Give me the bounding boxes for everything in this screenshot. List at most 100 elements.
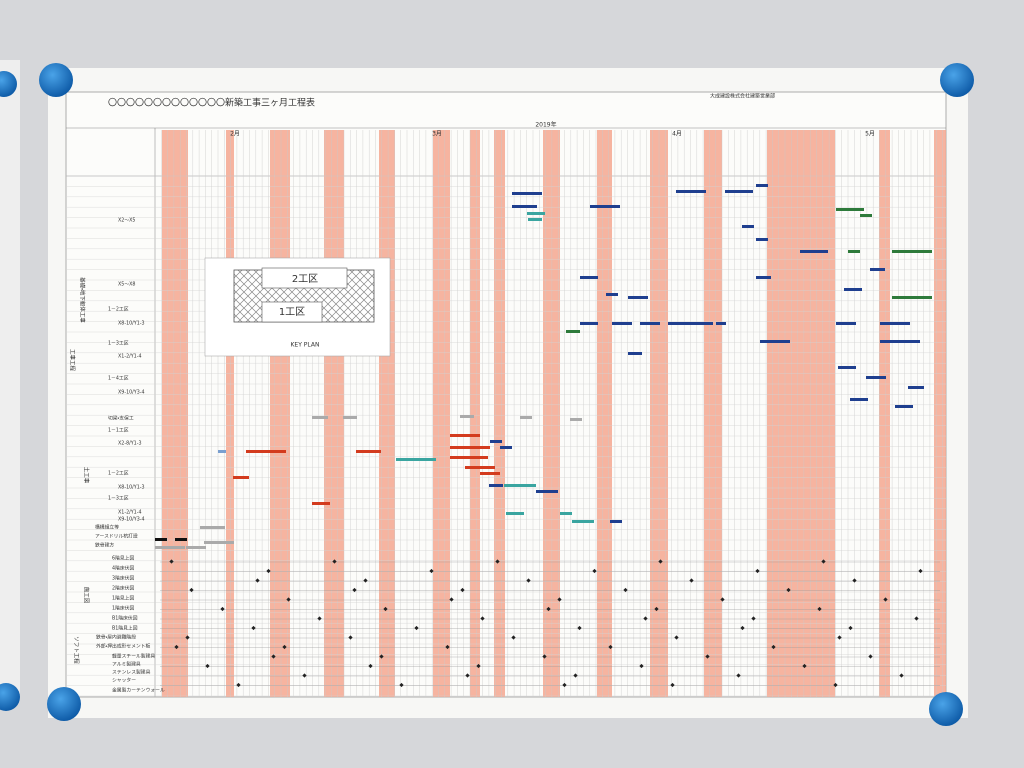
milestone bbox=[465, 673, 470, 678]
milestone bbox=[266, 568, 271, 574]
holiday-stripe bbox=[324, 130, 344, 697]
milestone bbox=[833, 682, 838, 688]
magnet bbox=[0, 683, 20, 711]
schedule-bar bbox=[396, 458, 436, 461]
schedule-bar bbox=[580, 322, 598, 325]
milestone bbox=[317, 616, 322, 621]
magnet bbox=[0, 71, 17, 97]
holiday-stripe bbox=[543, 130, 560, 697]
row-label: 1－4工区 bbox=[108, 376, 129, 382]
milestone bbox=[674, 635, 679, 640]
schedule-bar bbox=[880, 340, 920, 343]
schedule-bar bbox=[756, 276, 771, 279]
row-label: 1－3工区 bbox=[108, 496, 129, 502]
section-label: 土工事 bbox=[83, 467, 91, 484]
schedule-bar bbox=[465, 466, 495, 469]
gantt-bars bbox=[155, 184, 940, 688]
milestone bbox=[639, 663, 644, 669]
row-label: 2階床伏図 bbox=[112, 585, 134, 592]
schedule-bar bbox=[880, 322, 910, 325]
row-label: X2-8/Y1-3 bbox=[118, 441, 142, 447]
zone-label: 1工区 bbox=[279, 307, 305, 318]
milestone bbox=[592, 568, 597, 574]
milestone bbox=[689, 578, 694, 583]
row-label: X8-10/Y1-3 bbox=[118, 485, 145, 491]
schedule-bar bbox=[908, 386, 924, 389]
holiday-stripe bbox=[270, 130, 290, 697]
schedule-bar bbox=[186, 546, 206, 549]
schedule-bar bbox=[892, 296, 932, 299]
milestone bbox=[918, 568, 923, 574]
schedule-bar bbox=[512, 192, 542, 195]
schedule-bar bbox=[580, 276, 598, 279]
schedule-bar bbox=[676, 190, 706, 193]
holiday-stripe bbox=[470, 130, 480, 697]
milestone bbox=[282, 644, 287, 650]
schedule-bar bbox=[570, 418, 582, 421]
milestone bbox=[868, 654, 873, 659]
milestone bbox=[802, 663, 807, 669]
holiday-stripe bbox=[879, 130, 890, 697]
milestone bbox=[654, 606, 659, 612]
holiday-stripe bbox=[226, 130, 234, 697]
row-label: 1－2工区 bbox=[108, 307, 129, 313]
milestone bbox=[740, 625, 745, 631]
magnet bbox=[39, 63, 73, 97]
schedule-bar bbox=[566, 330, 580, 333]
sheet-title: 〇〇〇〇〇〇〇〇〇〇〇〇〇新築工事三ヶ月工程表 bbox=[108, 97, 315, 109]
milestone bbox=[705, 654, 710, 659]
milestone bbox=[546, 606, 551, 612]
row-label: アースドリル杭打設 bbox=[95, 533, 138, 540]
schedule-bar bbox=[450, 456, 488, 459]
milestone bbox=[755, 568, 760, 574]
schedule-bar bbox=[490, 440, 502, 443]
schedule-bar bbox=[838, 366, 856, 369]
key-plan: 2工区 1工区 KEY PLAN bbox=[204, 257, 391, 357]
row-label: 構構組立等 bbox=[95, 524, 119, 531]
row-label: 6階見上図 bbox=[112, 555, 134, 562]
zone-label: 2工区 bbox=[292, 274, 318, 285]
milestone bbox=[821, 559, 826, 564]
magnet bbox=[940, 63, 974, 97]
milestone bbox=[445, 644, 450, 650]
row-label: 1階見上図 bbox=[112, 595, 134, 602]
schedule-bar bbox=[175, 538, 187, 541]
schedule-bar bbox=[504, 484, 536, 487]
milestone bbox=[449, 597, 454, 602]
schedule-bar bbox=[606, 293, 618, 296]
milestone bbox=[899, 673, 904, 678]
milestone bbox=[495, 559, 500, 564]
schedule-bar bbox=[612, 322, 632, 325]
magnet bbox=[929, 692, 963, 726]
schedule-bar bbox=[850, 398, 868, 401]
holiday-stripe bbox=[704, 130, 722, 697]
company: 大成建設株式会社建築営業部 bbox=[710, 93, 775, 100]
schedule-bar bbox=[450, 434, 480, 437]
row-label: 1－3工区 bbox=[108, 341, 129, 347]
schedule-bar bbox=[155, 538, 167, 541]
schedule-bar bbox=[204, 541, 234, 544]
milestone bbox=[658, 559, 663, 564]
schedule-bar bbox=[450, 446, 490, 449]
row-label: B1階床伏図 bbox=[112, 615, 138, 622]
milestone bbox=[189, 587, 194, 593]
schedule-bar bbox=[836, 322, 856, 325]
schedule-bar bbox=[560, 512, 572, 515]
schedule-bar bbox=[756, 184, 768, 187]
key-plan-caption: KEY PLAN bbox=[291, 342, 320, 349]
schedule-bar bbox=[668, 322, 713, 325]
milestone bbox=[348, 635, 353, 640]
section-label: 工事工程 bbox=[69, 349, 77, 372]
schedule-bar bbox=[500, 446, 512, 449]
adjacent-sheet bbox=[0, 60, 20, 700]
milestone bbox=[352, 587, 357, 593]
holiday-stripe bbox=[379, 130, 395, 697]
milestone bbox=[573, 673, 578, 678]
row-label: X8-10/Y1-3 bbox=[118, 321, 145, 327]
schedule-bar bbox=[836, 208, 864, 211]
milestone bbox=[399, 682, 404, 688]
schedule-bar bbox=[760, 340, 790, 343]
